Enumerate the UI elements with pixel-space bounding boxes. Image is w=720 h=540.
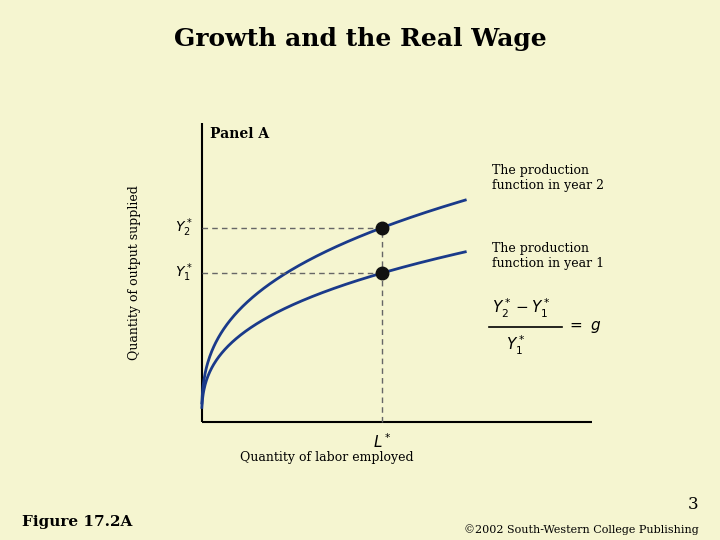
Text: Quantity of labor employed: Quantity of labor employed [240,451,414,464]
Text: ©2002 South-Western College Publishing: ©2002 South-Western College Publishing [464,524,698,535]
Text: $Y_1^*$: $Y_1^*$ [176,262,193,284]
Text: $L^*$: $L^*$ [373,433,392,451]
Text: $= \ g$: $= \ g$ [567,319,602,335]
Text: Growth and the Real Wage: Growth and the Real Wage [174,27,546,51]
Text: $Y_2^*$: $Y_2^*$ [176,217,193,239]
Text: Quantity of output supplied: Quantity of output supplied [128,185,141,360]
Text: The production
function in year 1: The production function in year 1 [492,242,604,271]
Text: The production
function in year 2: The production function in year 2 [492,164,604,192]
Text: 3: 3 [688,496,698,513]
Text: $Y_2^* - Y_1^*$: $Y_2^* - Y_1^*$ [492,296,551,320]
Text: Panel A: Panel A [210,127,269,141]
Text: Figure 17.2A: Figure 17.2A [22,515,132,529]
Text: $Y_1^*$: $Y_1^*$ [505,334,526,357]
